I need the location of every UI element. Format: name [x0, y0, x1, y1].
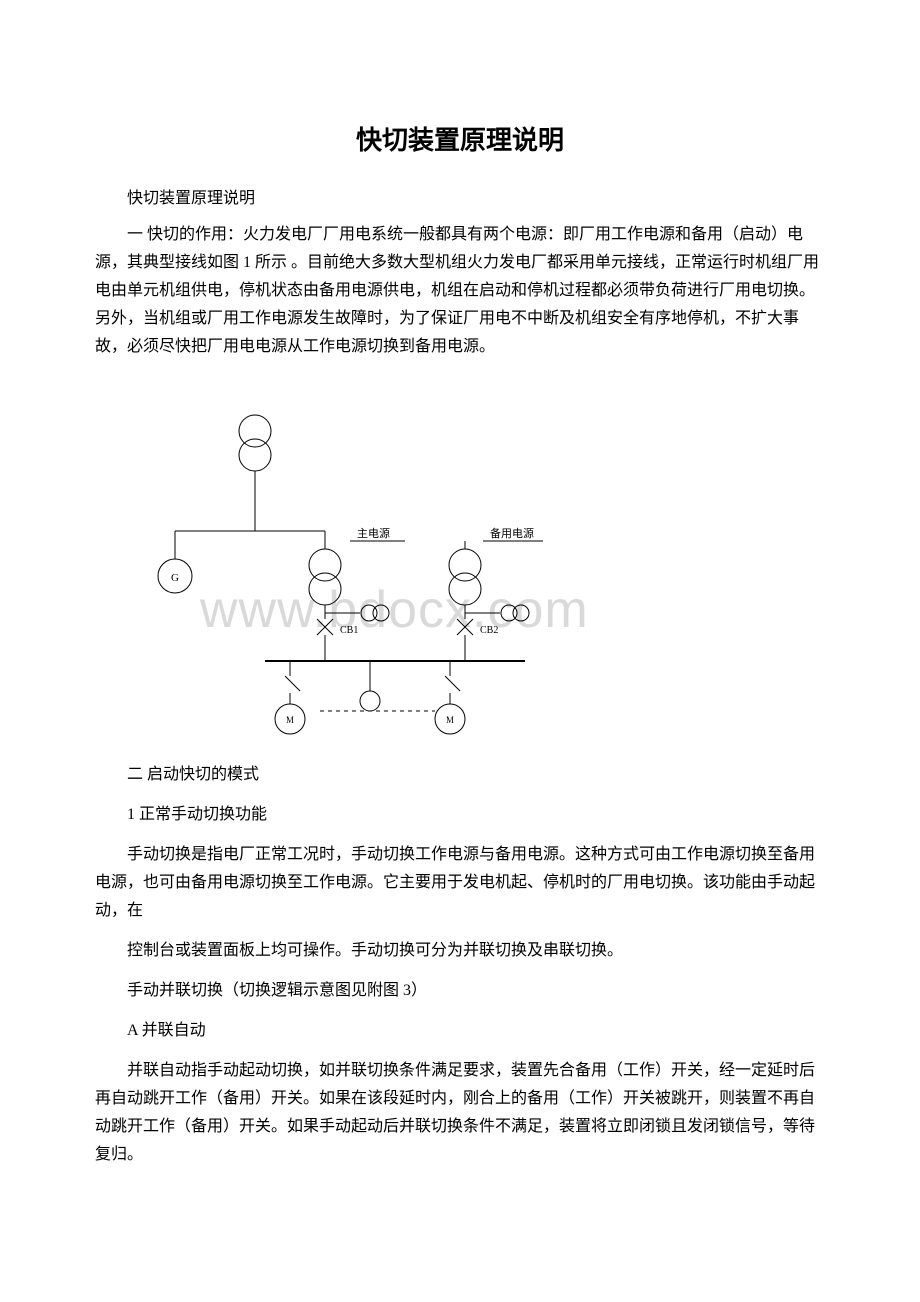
section-2-heading: 二 启动快切的模式: [95, 761, 825, 789]
section-1-body: 一 快切的作用：火力发电厂厂用电系统一般都具有两个电源：即厂用工作电源和备用（启…: [95, 221, 825, 361]
label-motor-1: M: [286, 715, 294, 725]
paragraph-control-panel: 控制台或装置面板上均可操作。手动切换可分为并联切换及串联切换。: [95, 937, 825, 965]
section-2-sub1: 1 正常手动切换功能: [95, 801, 825, 829]
paragraph-manual-switch: 手动切换是指电厂正常工况时，手动切换工作电源与备用电源。这种方式可由工作电源切换…: [95, 841, 825, 925]
single-line-diagram: G 主电源 CB1: [125, 381, 555, 741]
label-main-source: 主电源: [357, 526, 390, 540]
label-cb2: CB2: [480, 625, 498, 636]
diagram-svg: G 主电源 CB1: [125, 381, 555, 741]
paragraph-parallel-auto-body: 并联自动指手动起动切换，如并联切换条件满足要求，装置先合备用（工作）开关，经一定…: [95, 1057, 825, 1169]
label-generator: G: [171, 572, 179, 584]
subtitle-line: 快切装置原理说明: [95, 185, 825, 213]
label-backup-source: 备用电源: [490, 526, 534, 540]
paragraph-parallel-switch: 手动并联切换（切换逻辑示意图见附图 3）: [95, 977, 825, 1005]
label-motor-2: M: [446, 715, 454, 725]
heading-parallel-auto: A 并联自动: [95, 1017, 825, 1045]
label-cb1: CB1: [340, 625, 358, 636]
page-title: 快切装置原理说明: [95, 120, 825, 157]
document-content: 快切装置原理说明 快切装置原理说明 一 快切的作用：火力发电厂厂用电系统一般都具…: [95, 120, 825, 1169]
